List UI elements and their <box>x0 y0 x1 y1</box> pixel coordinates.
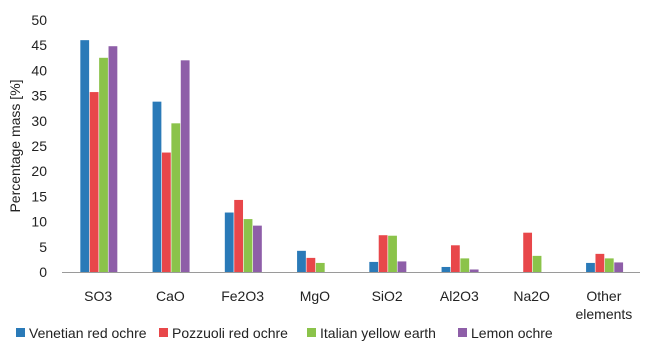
legend-label: Lemon ochre <box>471 325 553 341</box>
y-axis-title: Percentage mass [%] <box>7 79 23 212</box>
y-tick-label: 20 <box>31 163 47 179</box>
x-tick-label: Other elements <box>575 288 632 322</box>
legend-label: Venetian red ochre <box>29 325 147 341</box>
x-tick-label: Fe2O3 <box>221 288 264 304</box>
bar <box>243 219 253 272</box>
bar <box>441 266 451 272</box>
y-tick-label: 45 <box>31 37 47 53</box>
y-tick-label: 15 <box>31 188 47 204</box>
bar <box>460 258 470 272</box>
bar <box>80 40 90 272</box>
legend-swatch <box>159 328 168 337</box>
x-tick-label: Al2O3 <box>440 288 479 304</box>
x-tick-label: MgO <box>300 288 330 304</box>
y-axis: 0 5 10 15 20 25 30 35 40 45 50 <box>31 12 47 280</box>
bar <box>378 235 388 272</box>
x-tick-label: Na2O <box>513 288 550 304</box>
x-tick-label-line: Other <box>586 288 621 304</box>
bar <box>469 269 479 272</box>
x-tick-label: SO3 <box>84 288 112 304</box>
y-tick-label: 5 <box>39 239 47 255</box>
bar <box>99 57 108 272</box>
bars-group <box>80 40 624 273</box>
y-tick-label: 40 <box>31 62 47 78</box>
bar <box>450 245 460 272</box>
bar <box>614 262 624 272</box>
legend-swatch <box>307 328 316 337</box>
bar <box>369 261 379 272</box>
bar <box>388 235 397 272</box>
x-tick-label-line: MgO <box>300 288 330 304</box>
y-tick-label: 35 <box>31 88 47 104</box>
bar <box>253 225 262 272</box>
legend-label: Pozzuoli red ochre <box>172 325 288 341</box>
x-tick-label-line: elements <box>575 306 632 322</box>
legend-swatch <box>16 328 25 337</box>
bar <box>586 262 595 272</box>
bar <box>297 250 306 272</box>
x-tick-label-line: SO3 <box>84 288 112 304</box>
bar <box>108 46 118 273</box>
bar <box>89 92 99 272</box>
bar <box>604 258 614 272</box>
x-tick-label: CaO <box>156 288 185 304</box>
bar <box>315 262 325 272</box>
bar <box>180 60 190 272</box>
x-tick-label-line: CaO <box>156 288 185 304</box>
bar <box>523 232 533 272</box>
bar <box>595 253 605 272</box>
y-tick-label: 30 <box>31 113 47 129</box>
x-tick-label-line: Na2O <box>513 288 550 304</box>
legend-label: Italian yellow earth <box>320 325 436 341</box>
y-tick-label: 0 <box>39 264 47 280</box>
bar <box>306 257 316 272</box>
x-tick-label-line: Al2O3 <box>440 288 479 304</box>
bar <box>234 199 244 272</box>
x-tick-label-line: Fe2O3 <box>221 288 264 304</box>
bar <box>397 261 407 272</box>
bar <box>152 101 162 273</box>
bar <box>532 255 542 272</box>
legend-swatch <box>458 328 467 337</box>
bar <box>161 152 171 272</box>
legend: Venetian red ochre Pozzuoli red ochre Ital… <box>16 325 553 341</box>
y-tick-label: 50 <box>31 12 47 28</box>
x-tick-label-line: SiO2 <box>372 288 403 304</box>
y-tick-label: 10 <box>31 214 47 230</box>
bar <box>171 123 181 272</box>
bar <box>224 212 234 272</box>
x-axis: SO3 CaO Fe2O3 MgO SiO2 Al2O3 Na2O Other elements <box>62 272 640 322</box>
y-tick-label: 25 <box>31 138 47 154</box>
x-tick-label: SiO2 <box>372 288 403 304</box>
